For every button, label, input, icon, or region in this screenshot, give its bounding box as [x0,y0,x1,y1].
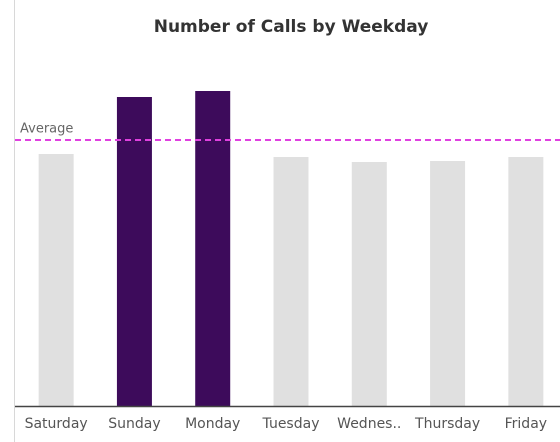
x-tick-label: Sunday [108,416,160,432]
bar [430,161,466,406]
bar [116,97,152,406]
bar [351,162,387,406]
x-tick-label: Saturday [25,416,88,432]
chart-title: Number of Calls by Weekday [154,17,429,37]
x-tick-label: Friday [505,416,547,432]
x-tick-label: Monday [185,416,240,432]
bar [508,157,544,406]
average-label: Average [20,122,73,137]
x-tick-label: Thursday [414,416,480,432]
x-tick-label: Tuesday [262,416,320,432]
bar [38,154,74,406]
bar [273,157,309,406]
x-tick-label: Wednes.. [337,416,401,432]
bar [195,91,231,406]
